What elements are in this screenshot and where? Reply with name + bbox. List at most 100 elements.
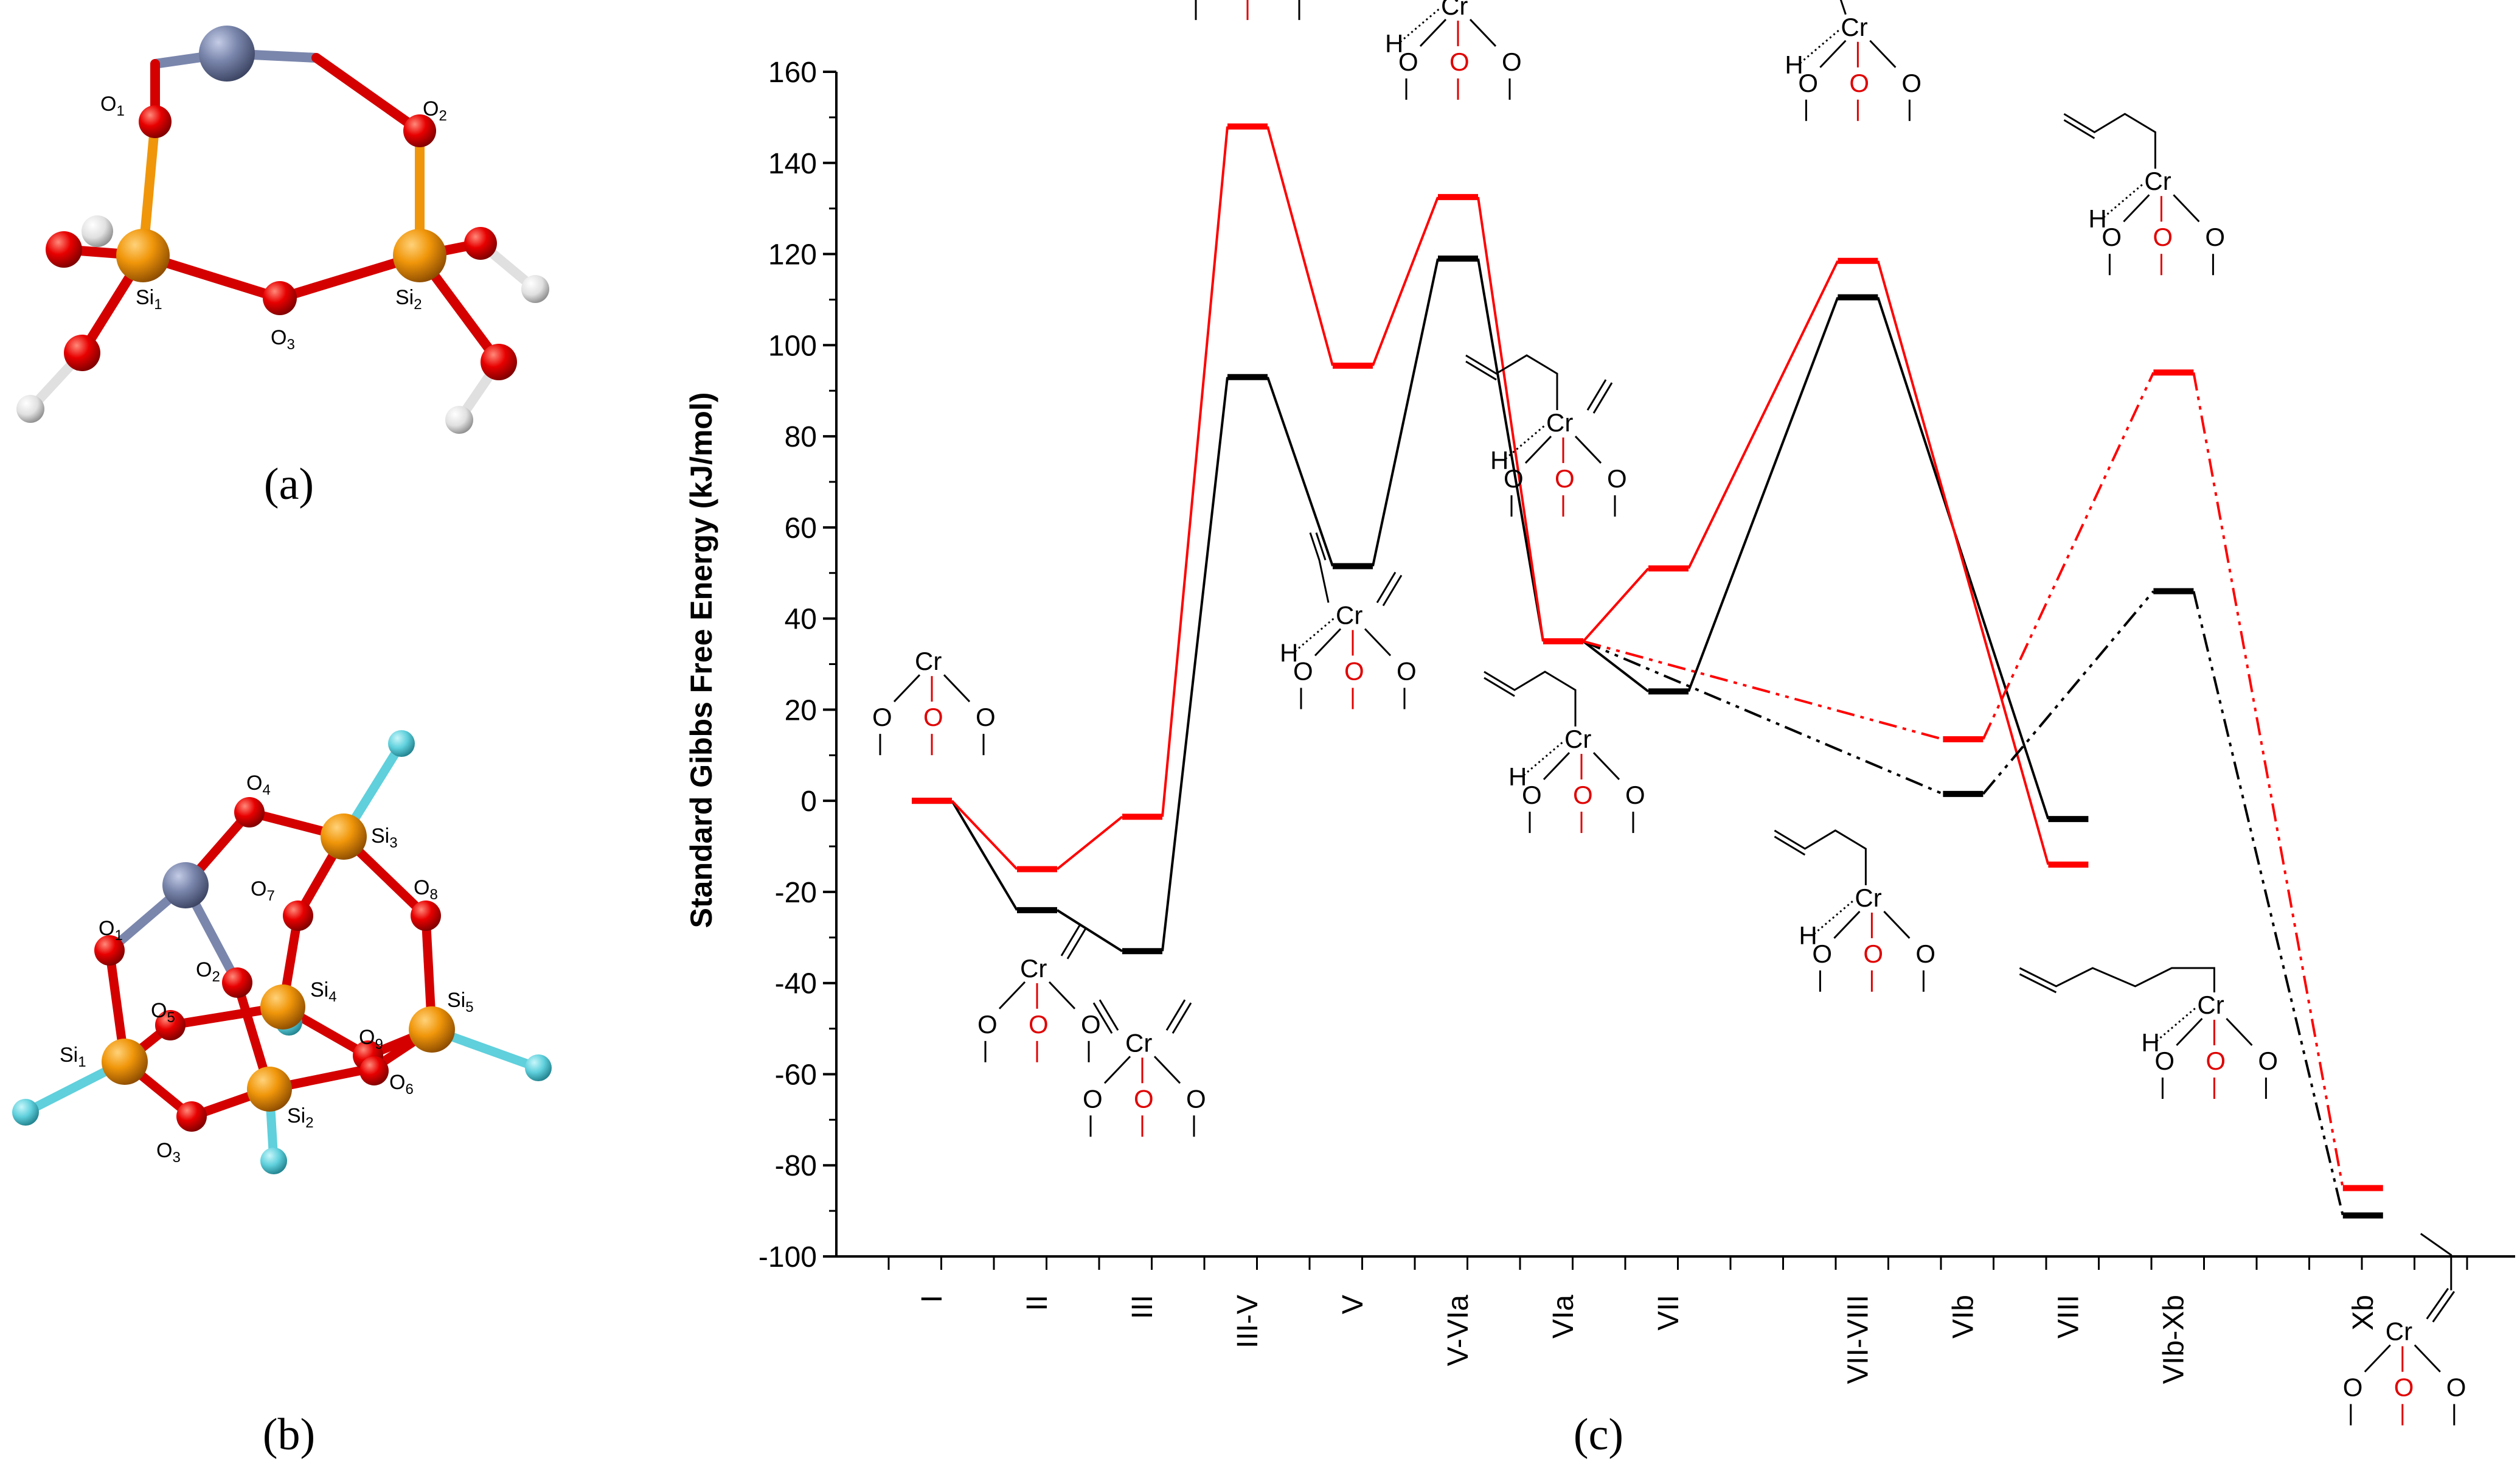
bond-line: [1574, 436, 1602, 464]
bond-line: [2226, 1017, 2253, 1047]
o-label: O: [1186, 1084, 1206, 1113]
ligand-butenyl: [1774, 829, 1867, 885]
bond-line: [1048, 981, 1076, 1009]
x-tick-label: III-V: [1232, 1295, 1264, 1348]
atom-label-o3: O3: [156, 1139, 181, 1166]
agostic-bond: [1294, 617, 1335, 652]
series-connector: [1876, 260, 2050, 865]
oxygen-atom: [46, 231, 82, 268]
h-label: H: [1385, 29, 1403, 58]
silicon-atom: [260, 984, 305, 1029]
o-label: O: [1081, 1010, 1101, 1039]
o-label: O: [872, 703, 892, 731]
atom-label-si5: Si5: [447, 989, 474, 1015]
cr-complex-structure: Cr O O O: [1083, 999, 1206, 1137]
panel-label-c: (c): [1574, 1410, 1623, 1460]
o-label: O: [923, 703, 943, 731]
bond-line: [1819, 40, 1847, 68]
silicon-atom: [247, 1067, 292, 1112]
cr-complex-structure: Cr O O O: [2343, 1233, 2466, 1426]
y-tick-label: -100: [758, 1241, 817, 1273]
ligand-ethylene: [1586, 379, 1613, 414]
molecule-a-labels: O1 O2 O3 Si1 Si2: [100, 92, 447, 353]
oxygen-atom: [481, 344, 517, 380]
hydrogen-atom: [16, 395, 44, 423]
y-tick-label: 80: [785, 421, 817, 453]
x-tick-label: Xb: [2347, 1295, 2379, 1331]
o-label: O: [2206, 1047, 2226, 1075]
ligand-ring2: [1839, 0, 1847, 15]
bond-line: [893, 674, 921, 703]
o-label: O: [1798, 69, 1818, 97]
y-tick-label: 0: [800, 786, 817, 818]
series-connector: [1477, 197, 1544, 642]
oxygen-atom: [176, 1101, 207, 1132]
cr-label: Cr: [1855, 883, 1881, 912]
cr-label: Cr: [2386, 1317, 2412, 1346]
series-connector: [1161, 377, 1229, 952]
agostic-bond: [1505, 424, 1546, 460]
atom-label-o5: O5: [151, 999, 175, 1026]
metal-atom: [199, 26, 255, 82]
oxygen-atom: [222, 967, 252, 998]
hydrogen-atom: [82, 215, 113, 247]
bond-line: [2173, 194, 2200, 223]
o-label: O: [1573, 781, 1593, 809]
atom-label-o1: O1: [99, 917, 123, 944]
ligand-butenyl: [1465, 354, 1558, 411]
atom-label-o6: O6: [389, 1071, 414, 1098]
atom-label-o9: O9: [359, 1026, 383, 1053]
o-label: O: [977, 1010, 998, 1039]
x-tick-label: VIb: [1947, 1295, 1979, 1339]
series-connector: [2192, 372, 2344, 1189]
y-tick-label: -60: [775, 1059, 817, 1091]
cr-label: Cr: [1841, 13, 1867, 41]
y-axis-label: Standard Gibbs Free Energy (kJ/mol): [684, 392, 718, 928]
o-label: O: [2343, 1373, 2363, 1402]
o-label: O: [2446, 1373, 2466, 1402]
o-label: O: [1901, 69, 1921, 97]
series-connector: [1372, 197, 1439, 366]
series-connector: [1266, 377, 1334, 567]
x-tick-label: I: [916, 1295, 948, 1303]
oxygen-atom: [411, 900, 441, 931]
o-label: O: [976, 703, 996, 731]
ligand-ethylene: [1060, 925, 1087, 960]
ligand-hexenyl: [2019, 967, 2215, 994]
atom-label-o8: O8: [414, 876, 438, 903]
atom-label-o1: O1: [100, 92, 125, 119]
cr-label: Cr: [2197, 991, 2224, 1019]
cr-complex-structure: Cr O O O: [872, 647, 996, 756]
oxygen-atom: [359, 1056, 389, 1085]
y-tick-label: 160: [768, 57, 817, 89]
bond-line: [1153, 1056, 1181, 1084]
oxygen-atom: [263, 281, 297, 315]
o-label: O: [2153, 223, 2173, 251]
series-connector: [1582, 640, 1650, 693]
h-label: H: [1799, 921, 1817, 950]
y-tick-label: -80: [775, 1150, 817, 1182]
series-connector: [1687, 296, 1839, 692]
oxygen-atom: [403, 114, 436, 147]
oxygen-atom: [94, 935, 125, 966]
cr-label: Cr: [1546, 408, 1573, 437]
series-connector: [1687, 260, 1839, 570]
oxygen-atom: [234, 797, 265, 827]
molecule-b: O1 O2 O3 O4 O5 O6 O7 O8 O9 Si1 Si2 Si3 S…: [12, 730, 552, 1174]
bond: [311, 53, 425, 136]
ligand-butene: [2420, 1233, 2456, 1323]
x-tick-label: VIb-Xb: [2157, 1295, 2190, 1384]
ligand-ethylene: [1376, 571, 1403, 607]
cr-label: Cr: [915, 647, 942, 675]
y-tick-label: 100: [768, 330, 817, 362]
series-layer: [912, 123, 2383, 1219]
ligand-butenyl: [1484, 671, 1577, 727]
series-connector: [951, 800, 1018, 911]
molecule-b-labels: O1 O2 O3 O4 O5 O6 O7 O8 O9 Si1 Si2 Si3 S…: [60, 772, 474, 1166]
series-connector: [1477, 258, 1544, 642]
